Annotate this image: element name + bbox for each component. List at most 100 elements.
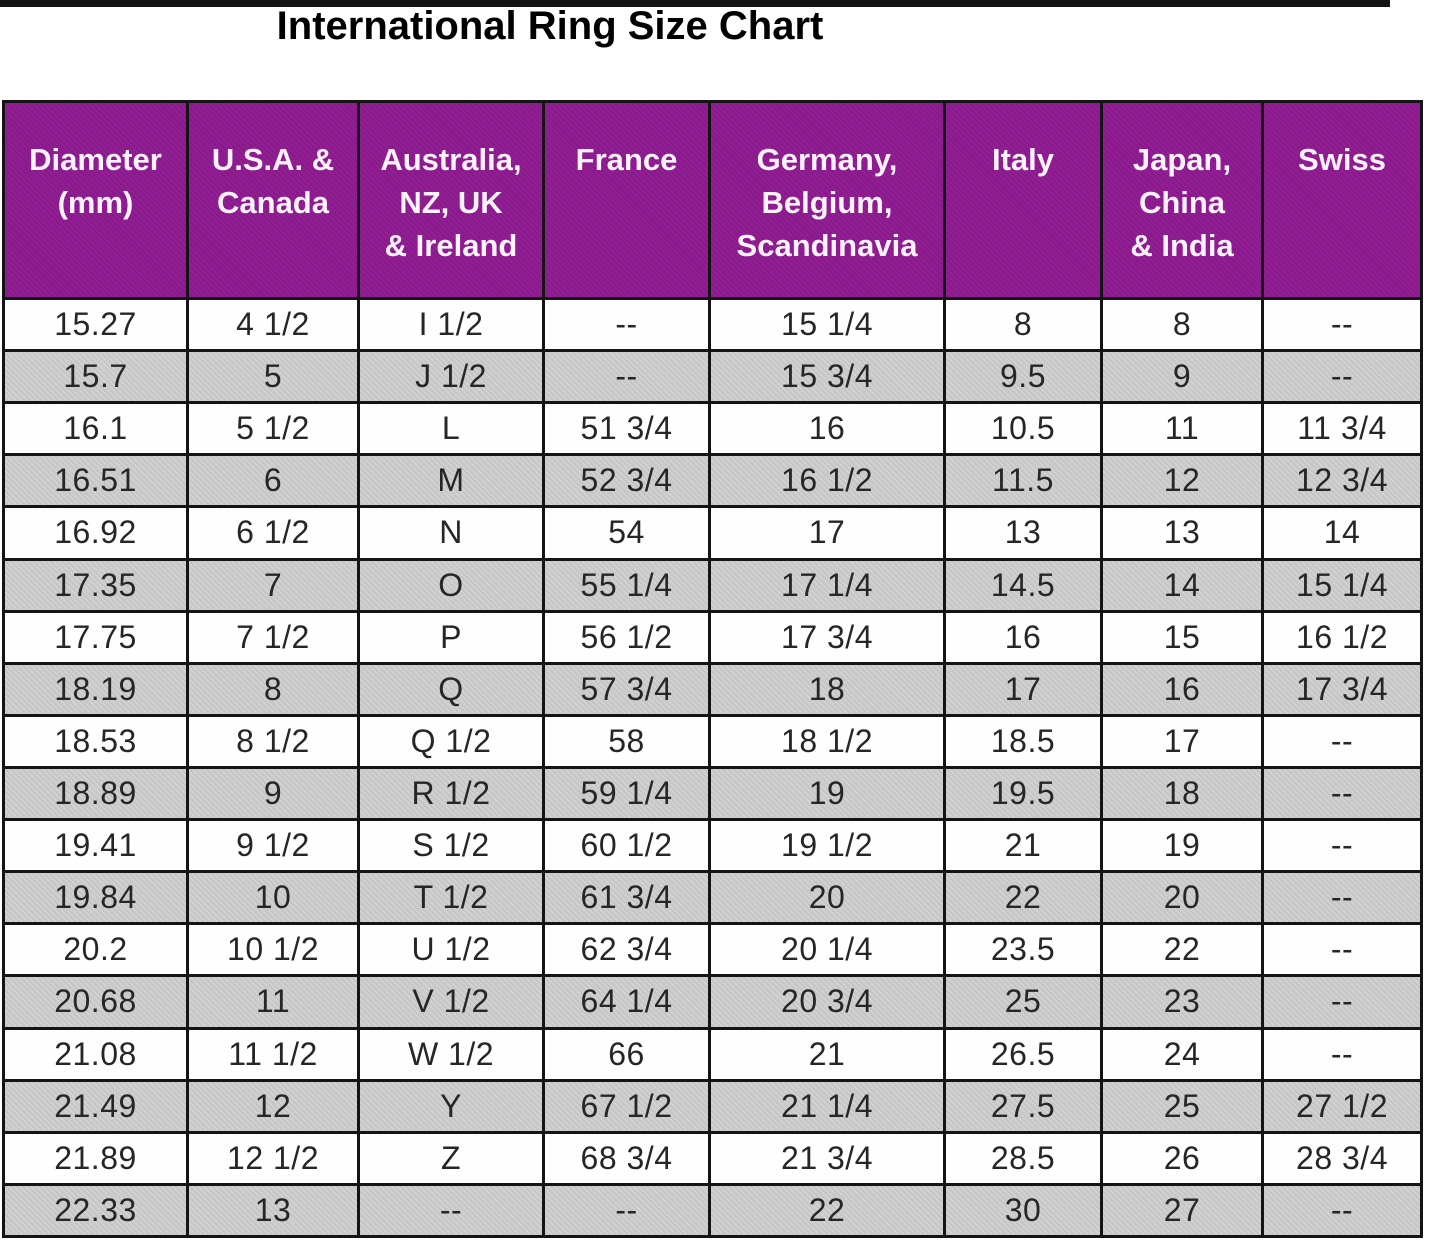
- table-body: 15.27 4 1/2 I 1/2 -- 15 1/4 8 8 -- 15.7 5 J 1/2 -- 1…: [2, 296, 1423, 1239]
- table-cell: O: [357, 557, 545, 613]
- table-cell: 17: [1100, 713, 1264, 769]
- table-cell: 5: [186, 349, 360, 405]
- table-cell: 18.53: [2, 713, 189, 769]
- table-cell: 57 3/4: [542, 661, 711, 717]
- table-cell: 17: [708, 505, 946, 561]
- table-cell: 17 3/4: [708, 609, 946, 665]
- table-row: 18.53 8 1/2 Q 1/2 58 18 1/2 18.5 17 --: [2, 713, 1423, 769]
- table-row: 16.1 5 1/2 L 51 3/4 16 10.5 11 11 3/4: [2, 401, 1423, 457]
- table-cell: 21.89: [2, 1130, 189, 1186]
- table-cell: --: [1261, 974, 1423, 1030]
- table-row: 19.84 10 T 1/2 61 3/4 20 22 20 --: [2, 870, 1423, 926]
- table-cell: W 1/2: [357, 1026, 545, 1082]
- table-cell: --: [1261, 870, 1423, 926]
- table-cell: 19: [708, 765, 946, 822]
- table-cell: M: [357, 453, 545, 509]
- table-cell: 14: [1261, 505, 1423, 561]
- table-cell: 20.2: [2, 922, 189, 978]
- table-cell: 6 1/2: [186, 505, 360, 561]
- table-row: 16.92 6 1/2 N 54 17 13 13 14: [2, 505, 1423, 561]
- table-cell: I 1/2: [357, 296, 545, 353]
- table-cell: 52 3/4: [542, 453, 711, 509]
- table-cell: 16: [708, 401, 946, 457]
- table-cell: --: [1261, 1026, 1423, 1082]
- table-cell: 21.49: [2, 1078, 189, 1134]
- table-cell: 9: [186, 765, 360, 822]
- table-cell: 8: [943, 296, 1103, 353]
- table-cell: 28 3/4: [1261, 1130, 1423, 1186]
- column-header: U.S.A. & Canada: [186, 100, 360, 300]
- table-row: 16.51 6 M 52 3/4 16 1/2 11.5 12 12 3/4: [2, 453, 1423, 509]
- table-cell: 61 3/4: [542, 870, 711, 926]
- table-cell: T 1/2: [357, 870, 545, 926]
- column-header: France: [542, 100, 711, 300]
- column-header: Italy: [943, 100, 1103, 300]
- table-cell: 20: [1100, 870, 1264, 926]
- table-row: 15.7 5 J 1/2 -- 15 3/4 9.5 9 --: [2, 349, 1423, 405]
- table-cell: Q: [357, 661, 545, 717]
- table-cell: 9.5: [943, 349, 1103, 405]
- table-cell: 18.89: [2, 765, 189, 822]
- table-cell: 17 3/4: [1261, 661, 1423, 717]
- table-cell: U 1/2: [357, 922, 545, 978]
- table-cell: 20 1/4: [708, 922, 946, 978]
- table-cell: Q 1/2: [357, 713, 545, 769]
- table-cell: 18: [708, 661, 946, 717]
- table-cell: 10.5: [943, 401, 1103, 457]
- table-row: 15.27 4 1/2 I 1/2 -- 15 1/4 8 8 --: [2, 296, 1423, 353]
- table-cell: 15 3/4: [708, 349, 946, 405]
- table-cell: --: [357, 1182, 545, 1239]
- table-row: 18.19 8 Q 57 3/4 18 17 16 17 3/4: [2, 661, 1423, 717]
- table-cell: 55 1/4: [542, 557, 711, 613]
- table-cell: 66: [542, 1026, 711, 1082]
- table-cell: 8: [186, 661, 360, 717]
- table-cell: 20: [708, 870, 946, 926]
- table-row: 19.41 9 1/2 S 1/2 60 1/2 19 1/2 21 19 --: [2, 818, 1423, 874]
- table-cell: 68 3/4: [542, 1130, 711, 1186]
- table-row: 22.33 13 -- -- 22 30 27 --: [2, 1182, 1423, 1239]
- table-cell: 7: [186, 557, 360, 613]
- table-cell: 15 1/4: [1261, 557, 1423, 613]
- table-cell: 13: [1100, 505, 1264, 561]
- page-title: International Ring Size Chart: [276, 4, 824, 48]
- table-cell: 25: [1100, 1078, 1264, 1134]
- table-cell: 19.41: [2, 818, 189, 874]
- table-cell: --: [542, 1182, 711, 1239]
- column-header: Germany, Belgium, Scandinavia: [708, 100, 946, 300]
- table-cell: 10 1/2: [186, 922, 360, 978]
- table-row: 21.49 12 Y 67 1/2 21 1/4 27.5 25 27 1/2: [2, 1078, 1423, 1134]
- table-cell: 17.35: [2, 557, 189, 613]
- table-cell: 20 3/4: [708, 974, 946, 1030]
- table-cell: 13: [943, 505, 1103, 561]
- table-cell: 51 3/4: [542, 401, 711, 457]
- table-cell: 15.7: [2, 349, 189, 405]
- table-cell: 28.5: [943, 1130, 1103, 1186]
- table-cell: 64 1/4: [542, 974, 711, 1030]
- table-cell: 26: [1100, 1130, 1264, 1186]
- table-cell: --: [542, 296, 711, 353]
- table-cell: 13: [186, 1182, 360, 1239]
- table-cell: 54: [542, 505, 711, 561]
- table-cell: J 1/2: [357, 349, 545, 405]
- table-cell: 11 1/2: [186, 1026, 360, 1082]
- table-cell: 22: [1100, 922, 1264, 978]
- table-cell: 5 1/2: [186, 401, 360, 457]
- table-cell: 21.08: [2, 1026, 189, 1082]
- table-row: 17.75 7 1/2 P 56 1/2 17 3/4 16 15 16 1/2: [2, 609, 1423, 665]
- table-cell: 19.84: [2, 870, 189, 926]
- table-cell: 23.5: [943, 922, 1103, 978]
- table-cell: P: [357, 609, 545, 665]
- table-cell: 12: [186, 1078, 360, 1134]
- table-row: 20.68 11 V 1/2 64 1/4 20 3/4 25 23 --: [2, 974, 1423, 1030]
- table-cell: 62 3/4: [542, 922, 711, 978]
- table-cell: --: [1261, 1182, 1423, 1239]
- table-cell: --: [542, 349, 711, 405]
- table-row: 18.89 9 R 1/2 59 1/4 19 19.5 18 --: [2, 765, 1423, 822]
- table-cell: --: [1261, 922, 1423, 978]
- table-cell: 9: [1100, 349, 1264, 405]
- table-cell: 17.75: [2, 609, 189, 665]
- table-cell: 8 1/2: [186, 713, 360, 769]
- table-cell: 23: [1100, 974, 1264, 1030]
- table-cell: L: [357, 401, 545, 457]
